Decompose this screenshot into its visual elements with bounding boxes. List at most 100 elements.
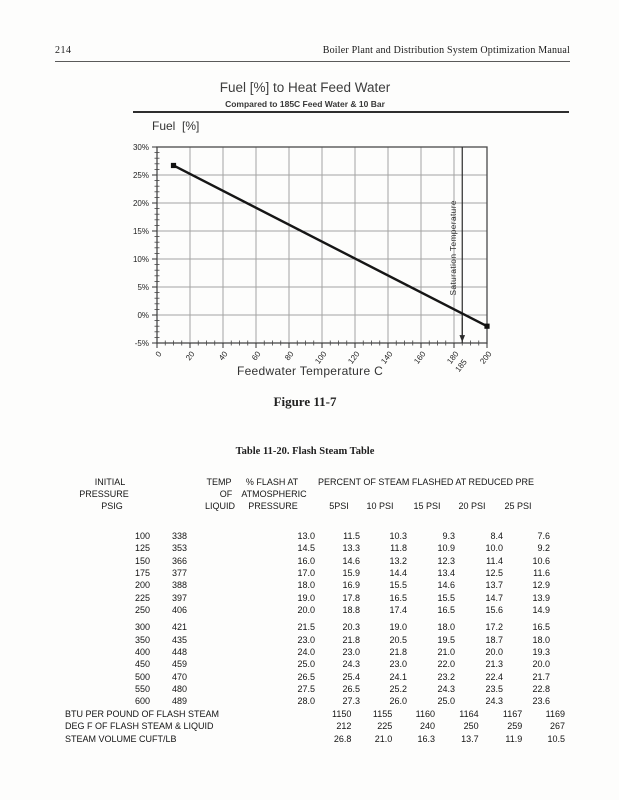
summary-cell: 16.3 xyxy=(417,733,435,744)
table-cell: 19.0 xyxy=(389,622,407,633)
table-cell: 12.3 xyxy=(437,555,455,566)
table-cell: 16.5 xyxy=(532,622,550,633)
table-cell: 13.4 xyxy=(437,568,455,579)
page-number: 214 xyxy=(55,45,72,56)
table-cell: 25.2 xyxy=(389,684,407,695)
data-marker xyxy=(484,323,490,329)
table-row: 200 388 18.0 16.9 15.5 14.6 13.7 12.9 xyxy=(65,579,565,591)
table-cell: 11.4 xyxy=(486,555,503,566)
table-cell: 448 xyxy=(171,647,187,658)
summary-cell: 1164 xyxy=(459,708,479,719)
table-cell: 19.5 xyxy=(437,634,455,645)
x-tick-label: 80 xyxy=(283,349,296,362)
table-cell: 353 xyxy=(171,543,187,554)
y-tick-label: 10% xyxy=(133,255,149,264)
y-tick-label: 0% xyxy=(137,311,149,320)
table-cell: 600 xyxy=(134,696,150,707)
table-cell: 21.3 xyxy=(485,659,503,670)
table-cell: 18.0 xyxy=(297,580,315,591)
table-cell: 10.3 xyxy=(389,531,407,541)
table-cell: 9.2 xyxy=(537,543,550,554)
table-cell: 22.4 xyxy=(485,671,503,682)
page-header-title: Boiler Plant and Distribution System Opt… xyxy=(322,45,570,56)
table-cell: 17.2 xyxy=(485,622,503,633)
x-tick-label: 0 xyxy=(154,349,164,358)
table-cell: 550 xyxy=(134,684,150,695)
table-cell: 23.0 xyxy=(389,659,407,670)
table-cell: 18.8 xyxy=(342,605,360,616)
table-cell: 14.4 xyxy=(389,568,407,579)
table-cell: 8.4 xyxy=(490,531,503,541)
summary-row: STEAM VOLUME CUFT/LB 26.8 21.0 16.3 13.7 11.9… xyxy=(65,733,565,745)
table-cell: 10.0 xyxy=(485,543,503,554)
table-cell: 26.5 xyxy=(297,671,315,682)
table-cell: 12.9 xyxy=(532,580,550,591)
header-initial: INITIAL xyxy=(94,477,126,487)
table-cell: 14.7 xyxy=(485,592,503,603)
summary-label: STEAM VOLUME CUFT/LB xyxy=(65,733,177,744)
y-tick-label: 20% xyxy=(133,199,149,208)
table-cell: 338 xyxy=(171,531,187,541)
table-cell: 13.2 xyxy=(389,555,407,566)
table-cell: 26.5 xyxy=(342,684,360,695)
table-title: Table 11-20. Flash Steam Table xyxy=(235,446,375,457)
header-liquid: LIQUID xyxy=(204,501,236,511)
table-cell: 21.8 xyxy=(389,647,407,658)
table-cell: 16.5 xyxy=(437,605,455,616)
header-rule xyxy=(55,61,570,62)
y-axis-title: Fuel [%] xyxy=(152,119,200,133)
table-cell: 10.6 xyxy=(532,555,550,566)
table-row: 300 421 21.5 20.3 19.0 18.0 17.2 16.5 xyxy=(65,621,565,633)
table-cell: 13.7 xyxy=(485,580,503,591)
table-cell: 23.2 xyxy=(437,671,455,682)
summary-cell: 267 xyxy=(549,721,566,732)
summary-cell: 212 xyxy=(336,721,352,732)
table-cell: 150 xyxy=(134,555,150,566)
table-cell: 13.3 xyxy=(342,543,360,554)
table-cell: 175 xyxy=(134,568,150,579)
table-cell: 300 xyxy=(134,622,150,633)
data-marker xyxy=(170,162,177,169)
table-cell: 22.0 xyxy=(437,659,455,670)
table-row: 225 397 19.0 17.8 16.5 15.5 14.7 13.9 xyxy=(65,592,565,604)
header-15psi: 15 PSI xyxy=(413,501,441,511)
table-cell: 20.3 xyxy=(342,622,360,633)
summary-cell: 21.0 xyxy=(374,733,393,744)
table-cell: 19.0 xyxy=(297,592,315,603)
summary-cell: 26.8 xyxy=(333,733,352,744)
summary-cell: 225 xyxy=(377,721,393,732)
table-cell: 23.6 xyxy=(532,696,550,707)
table-cell: 13.0 xyxy=(297,531,315,541)
table-row: 250 406 20.0 18.8 17.4 16.5 15.6 14.9 xyxy=(65,604,565,616)
header-reduced-pressure-span: PERCENT OF STEAM FLASHED AT REDUCED PRE xyxy=(318,477,535,487)
table-cell: 27.5 xyxy=(297,684,315,695)
chart-title: Fuel [%] to Heat Feed Water xyxy=(219,80,391,95)
header-flash-at: % FLASH AT xyxy=(245,477,299,487)
saturation-annotation: Saturation Temperature xyxy=(448,200,458,295)
saturation-arrow-head xyxy=(459,335,466,342)
header-atmospheric: ATMOSPHERIC xyxy=(241,489,307,499)
table-cell: 23.0 xyxy=(342,647,360,658)
x-tick-label: 60 xyxy=(250,349,263,362)
table-cell: 200 xyxy=(134,580,150,591)
summary-cell: 1160 xyxy=(415,708,435,719)
header-5psi: 5PSI xyxy=(329,501,349,511)
summary-cell: 259 xyxy=(507,721,523,732)
table-cell: 20.0 xyxy=(297,605,315,616)
header-pressure-2: PRESSURE xyxy=(248,501,298,511)
table-cell: 24.3 xyxy=(342,659,360,670)
y-tick-label: -5% xyxy=(135,339,149,348)
summary-cell: 1150 xyxy=(332,708,352,719)
table-cell: 16.0 xyxy=(297,555,315,566)
table-row: 175 377 17.0 15.9 14.4 13.4 12.5 11.6 xyxy=(65,567,565,579)
summary-label: DEG F OF FLASH STEAM & LIQUID xyxy=(65,721,214,732)
table-cell: 489 xyxy=(171,696,187,707)
table-cell: 18.7 xyxy=(485,634,503,645)
header-20psi: 20 PSI xyxy=(458,501,486,511)
table-cell: 14.9 xyxy=(532,605,550,616)
table-cell: 100 xyxy=(134,531,150,541)
table-cell: 406 xyxy=(171,605,187,616)
table-cell: 24.1 xyxy=(389,671,407,682)
table-cell: 435 xyxy=(171,634,187,645)
summary-cell: 250 xyxy=(463,721,479,732)
